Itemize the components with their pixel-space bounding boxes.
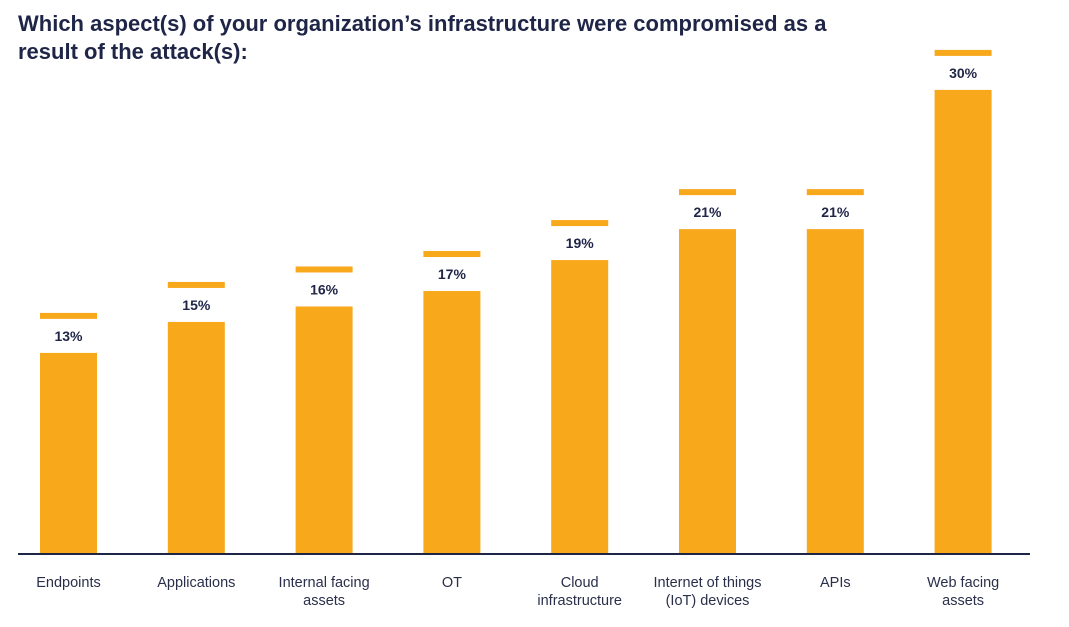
- bar: [295, 306, 353, 554]
- bar: [167, 321, 225, 554]
- bar-value-label: 21%: [821, 204, 850, 220]
- bar-cap-marker: [40, 312, 97, 319]
- bar-cap-marker: [806, 189, 864, 196]
- bar: [423, 291, 481, 554]
- bar: [40, 352, 97, 554]
- bar-cap-marker: [551, 220, 609, 227]
- bar-value-label: 16%: [310, 281, 339, 297]
- x-tick-label: Internet of things (IoT) devices: [653, 575, 762, 609]
- bar-value-label: 15%: [182, 297, 211, 313]
- bar-cap-marker: [167, 281, 225, 288]
- x-tick-label: Internal facing assets: [278, 575, 370, 609]
- x-tick-label: APIs: [819, 575, 851, 591]
- chart-title: Which aspect(s) of your organization’s i…: [18, 11, 827, 64]
- x-tick-label: Applications: [157, 575, 236, 591]
- bar: [806, 229, 864, 554]
- x-tick-label: Cloud infrastructure: [537, 575, 622, 609]
- x-tick-label: OT: [441, 575, 462, 591]
- bar: [679, 229, 736, 554]
- bar-value-label: 21%: [693, 204, 722, 220]
- bar-cap-marker: [423, 251, 481, 258]
- x-tick-label: Web facing assets: [926, 575, 1000, 609]
- bar-cap-marker: [934, 49, 992, 56]
- bar-cap-marker: [295, 266, 353, 273]
- bar-value-label: 13%: [54, 328, 83, 344]
- bar: [934, 89, 992, 555]
- bar: [551, 260, 609, 554]
- bar-value-label: 30%: [949, 65, 978, 81]
- bar-value-label: 17%: [438, 266, 467, 282]
- bar-cap-marker: [679, 189, 736, 196]
- bar-value-label: 19%: [566, 235, 595, 251]
- x-tick-label: Endpoints: [36, 575, 101, 591]
